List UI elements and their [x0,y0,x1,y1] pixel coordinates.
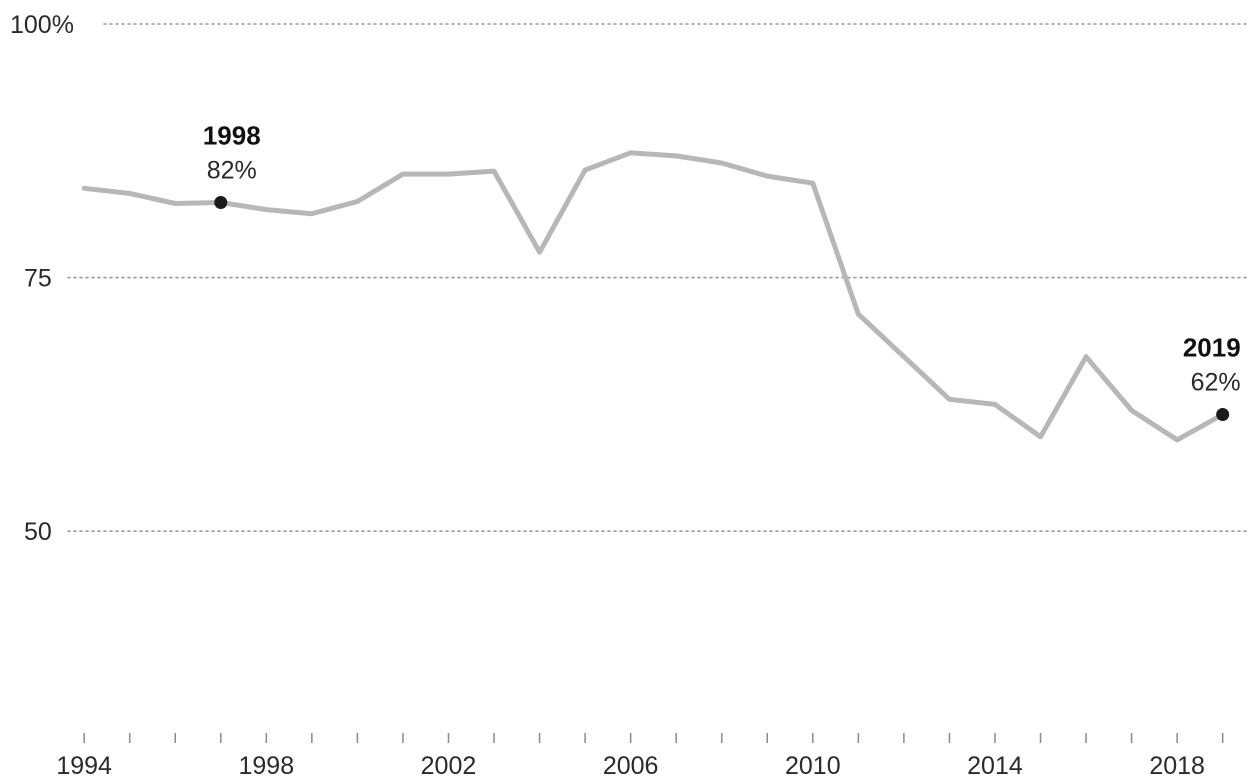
annotation-year: 1998 [203,121,261,151]
annotation-value: 62% [1191,369,1241,397]
x-tick-label: 1998 [239,752,295,780]
series-line [81,150,1226,443]
x-tick-label: 2006 [603,752,659,780]
x-tick-label: 2014 [967,752,1023,780]
x-tick-label: 1994 [56,752,112,780]
gridlines [67,23,1251,532]
annotations: 1998 82% 2019 62% [203,121,1241,421]
x-tick-label: 2010 [785,752,841,780]
x-axis-ticks [83,733,1224,743]
annotation-value: 82% [207,157,257,185]
y-tick-label: 50 [24,518,52,546]
annotation-marker [1216,408,1230,421]
y-tick-label: 75 [24,265,52,293]
annotation-year: 2019 [1183,333,1241,363]
x-tick-label: 2002 [421,752,477,780]
x-tick-label: 2018 [1149,752,1205,780]
annotation-marker [214,196,228,210]
x-axis-labels: 1994 1998 2002 2006 2010 2014 2018 [56,752,1205,780]
y-tick-label: 100% [10,11,74,39]
y-axis-labels: 100% 75 50 [10,11,74,546]
series [81,150,1226,443]
